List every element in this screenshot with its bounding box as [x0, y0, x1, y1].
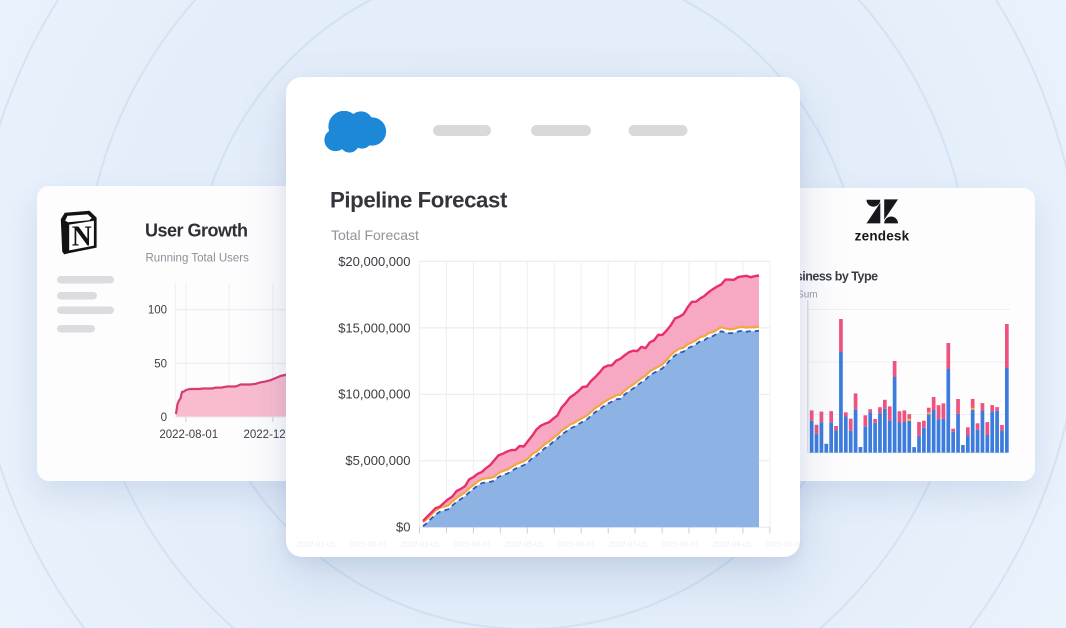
svg-text:0: 0 — [161, 412, 167, 424]
svg-text:2022-04-01: 2022-04-01 — [453, 540, 491, 549]
svg-text:$10,000,000: $10,000,000 — [338, 387, 410, 402]
svg-text:50: 50 — [154, 358, 167, 370]
svg-text:User Growth: User Growth — [145, 221, 248, 241]
svg-text:2022-01-01: 2022-01-01 — [297, 540, 335, 549]
svg-text:Pipeline Forecast: Pipeline Forecast — [330, 188, 508, 213]
svg-text:2022-05-01: 2022-05-01 — [505, 540, 543, 549]
svg-text:$0: $0 — [396, 520, 410, 535]
svg-text:2022-02-01: 2022-02-01 — [349, 540, 387, 549]
svg-text:$20,000,000: $20,000,000 — [338, 254, 410, 269]
svg-text:2022-09-01: 2022-09-01 — [713, 540, 751, 549]
svg-text:2022-07-01: 2022-07-01 — [609, 540, 647, 549]
svg-text:$5,000,000: $5,000,000 — [345, 453, 410, 468]
svg-text:2022-06-01: 2022-06-01 — [557, 540, 595, 549]
svg-text:N: N — [72, 220, 92, 252]
svg-text:100: 100 — [148, 305, 167, 317]
svg-text:$15,000,000: $15,000,000 — [338, 320, 410, 335]
svg-text:2022-08-01: 2022-08-01 — [661, 540, 699, 549]
svg-text:2022-08-01: 2022-08-01 — [159, 429, 218, 441]
svg-text:zendesk: zendesk — [855, 229, 910, 244]
svg-text:Running Total Users: Running Total Users — [146, 253, 250, 265]
svg-text:2022-03-01: 2022-03-01 — [401, 540, 439, 549]
svg-text:2022-01-01: 2022-01-01 — [765, 540, 803, 549]
svg-text:Total Forecast: Total Forecast — [331, 227, 419, 243]
